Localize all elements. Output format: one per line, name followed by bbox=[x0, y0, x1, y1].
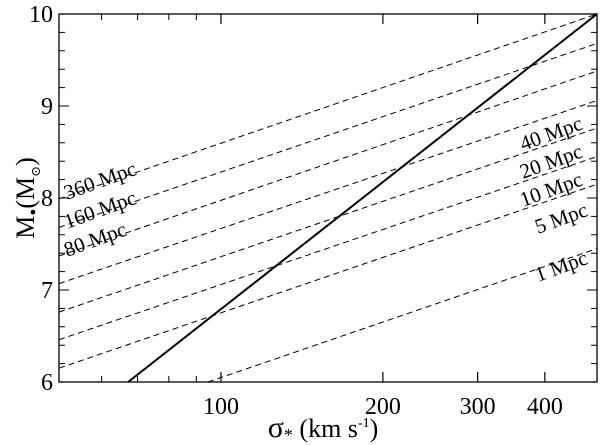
series-m-sigma-relation bbox=[127, 13, 598, 383]
axis-ticks: 100 200 300 400 6 7 8 9 10 bbox=[29, 2, 597, 420]
series-10-mpc bbox=[58, 156, 598, 341]
series-40-mpc bbox=[58, 100, 598, 285]
series-1-mpc bbox=[207, 248, 598, 383]
y-tick-label: 6 bbox=[41, 370, 53, 396]
series-80-mpc bbox=[58, 70, 598, 257]
y-tick-label: 7 bbox=[41, 278, 53, 304]
series-360-mpc bbox=[58, 13, 598, 200]
y-tick-label: 8 bbox=[41, 186, 53, 212]
plot-lines bbox=[58, 13, 598, 383]
series-20-mpc bbox=[58, 127, 598, 313]
series-160-mpc bbox=[58, 42, 598, 228]
x-axis-title: σ* (km s-1) bbox=[268, 411, 379, 445]
y-axis-title: M•(M⊙) bbox=[11, 157, 45, 239]
x-tick-label: 100 bbox=[203, 394, 239, 420]
label-1mpc: 1 Mpc bbox=[532, 246, 591, 287]
x-tick-label: 300 bbox=[460, 394, 496, 420]
y-tick-label: 9 bbox=[41, 94, 53, 120]
x-tick-label: 400 bbox=[527, 394, 563, 420]
x-tick-label: 200 bbox=[365, 394, 401, 420]
y-tick-label: 10 bbox=[29, 2, 53, 28]
series-5-mpc bbox=[58, 183, 598, 369]
plot-frame bbox=[58, 13, 598, 383]
